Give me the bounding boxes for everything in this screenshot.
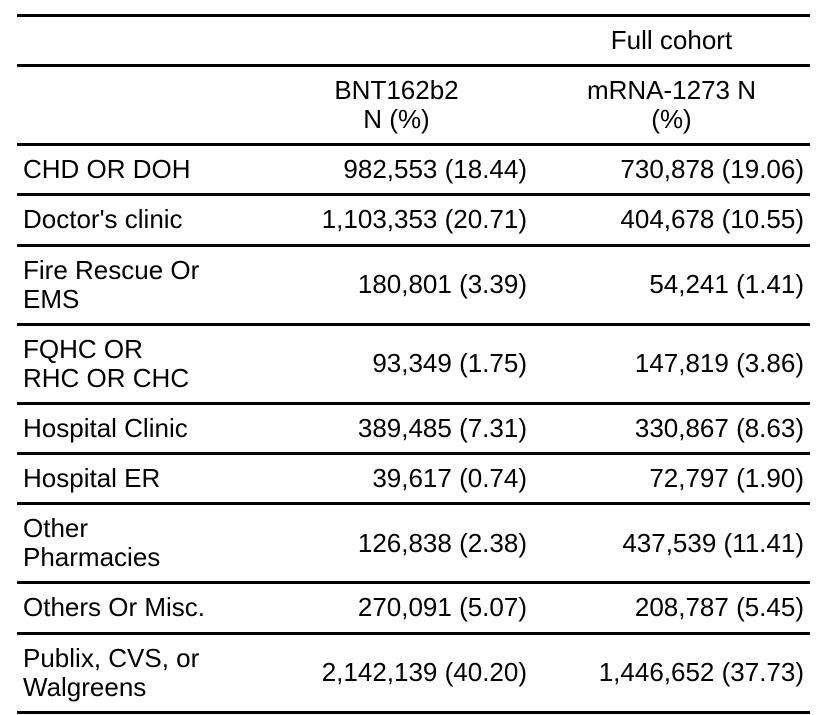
row-label: Doctor's clinic — [17, 194, 260, 246]
column-header-mrna1273: mRNA-1273 N (%) — [533, 65, 810, 145]
cell-mrna1273: 208,787 (5.45) — [533, 582, 810, 634]
cell-mrna1273: 147,819 (3.86) — [533, 324, 810, 404]
cell-mrna1273: 437,539 (11.41) — [533, 503, 810, 583]
cell-bnt162b2: 1,103,353 (20.71) — [260, 194, 533, 246]
column-header-spacer — [17, 65, 260, 145]
row-label: Hospital ER — [17, 453, 260, 504]
cell-bnt162b2: 982,553 (18.44) — [260, 144, 533, 195]
row-label: Others Or Misc. — [17, 582, 260, 634]
group-header-spacer-bnt162b2 — [260, 15, 533, 66]
column-header-bnt162b2: BNT162b2 N (%) — [260, 65, 533, 145]
cell-bnt162b2: 126,838 (2.38) — [260, 503, 533, 583]
row-label: Hospital Clinic — [17, 403, 260, 454]
cell-mrna1273: 72,797 (1.90) — [533, 453, 810, 504]
row-label: Other Pharmacies — [17, 503, 260, 583]
cell-bnt162b2: 389,485 (7.31) — [260, 403, 533, 454]
column-header-row: BNT162b2 N (%) mRNA-1273 N (%) — [17, 65, 810, 145]
row-label: Fire Rescue Or EMS — [17, 245, 260, 325]
table-row-publix-cvs-walgreens: Publix, CVS, or Walgreens 2,142,139 (40.… — [17, 633, 810, 713]
group-header-spacer-label — [17, 15, 260, 66]
row-label: Publix, CVS, or Walgreens — [17, 633, 260, 713]
group-header-full-cohort: Full cohort — [533, 15, 810, 66]
cell-mrna1273: 1,446,652 (37.73) — [533, 633, 810, 713]
cell-mrna1273: 54,241 (1.41) — [533, 245, 810, 325]
cell-bnt162b2: 93,349 (1.75) — [260, 324, 533, 404]
row-label: FQHC OR RHC OR CHC — [17, 324, 260, 404]
cell-mrna1273: 330,867 (8.63) — [533, 403, 810, 454]
cell-bnt162b2: 270,091 (5.07) — [260, 582, 533, 634]
table-row-fqhc-rhc-chc: FQHC OR RHC OR CHC 93,349 (1.75) 147,819… — [17, 324, 810, 404]
vaccination-site-cohort-table: Full cohort BNT162b2 N (%) mRNA-1273 N (… — [17, 14, 810, 714]
table-row-fire-rescue-or-ems: Fire Rescue Or EMS 180,801 (3.39) 54,241… — [17, 245, 810, 325]
table-row-hospital-clinic: Hospital Clinic 389,485 (7.31) 330,867 (… — [17, 403, 810, 454]
cell-bnt162b2: 180,801 (3.39) — [260, 245, 533, 325]
table-row-doctors-clinic: Doctor's clinic 1,103,353 (20.71) 404,67… — [17, 194, 810, 246]
table-row-chd-or-doh: CHD OR DOH 982,553 (18.44) 730,878 (19.0… — [17, 144, 810, 195]
row-label: CHD OR DOH — [17, 144, 260, 195]
cell-mrna1273: 730,878 (19.06) — [533, 144, 810, 195]
cell-bnt162b2: 39,617 (0.74) — [260, 453, 533, 504]
cell-bnt162b2: 2,142,139 (40.20) — [260, 633, 533, 713]
group-header-row: Full cohort — [17, 15, 810, 66]
table-row-other-pharmacies: Other Pharmacies 126,838 (2.38) 437,539 … — [17, 503, 810, 583]
cell-mrna1273: 404,678 (10.55) — [533, 194, 810, 246]
table-row-others-or-misc: Others Or Misc. 270,091 (5.07) 208,787 (… — [17, 582, 810, 634]
table-row-hospital-er: Hospital ER 39,617 (0.74) 72,797 (1.90) — [17, 453, 810, 504]
